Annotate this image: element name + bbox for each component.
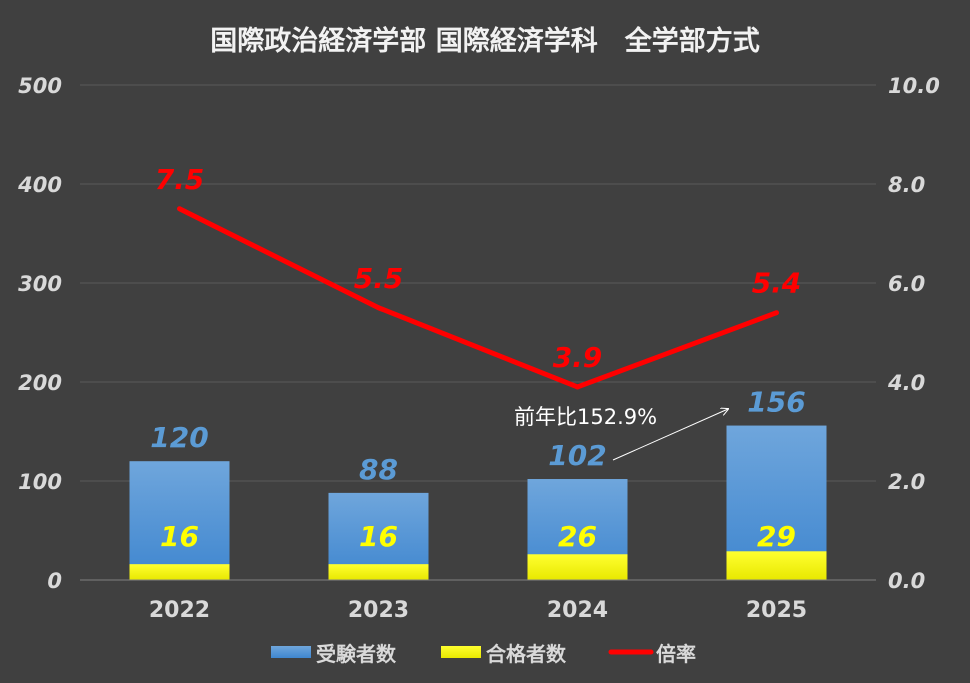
right-axis-tick: 0.0	[888, 569, 925, 593]
x-axis-tick: 2023	[348, 598, 409, 623]
bar-passers	[726, 551, 827, 580]
right-axis-tick: 8.0	[888, 173, 925, 197]
applicants-label: 120	[150, 421, 208, 454]
left-axis-tick: 400	[17, 173, 62, 197]
legend-label-passers: 合格者数	[486, 642, 567, 666]
passers-label: 16	[160, 520, 199, 553]
x-axis-tick: 2025	[746, 598, 807, 623]
passers-label: 26	[558, 520, 597, 553]
applicants-label: 156	[747, 386, 805, 419]
rate-label: 5.5	[354, 262, 404, 295]
left-axis-tick: 300	[18, 272, 62, 296]
bar-passers	[328, 564, 429, 580]
passers-label: 29	[757, 520, 796, 553]
rate-line	[178, 206, 778, 390]
annotation-arrow	[612, 409, 728, 461]
passers-label: 16	[359, 520, 398, 553]
bar-passers	[527, 554, 628, 580]
legend-label-rate: 倍率	[656, 642, 696, 666]
legend-swatch-passers	[441, 646, 481, 658]
legend-swatch-applicants	[271, 646, 311, 658]
left-axis-tick: 0	[47, 569, 62, 593]
rate-point	[575, 384, 580, 390]
rate-point	[177, 206, 182, 212]
right-axis-tick: 6.0	[888, 272, 925, 296]
bar-passers	[129, 564, 230, 580]
yoy-annotation: 前年比152.9%	[514, 405, 657, 429]
applicants-label: 102	[548, 439, 606, 472]
right-axis-tick: 10.0	[888, 74, 940, 98]
rate-label: 3.9	[553, 341, 603, 374]
left-axis-tick: 100	[18, 470, 62, 494]
right-axis-tick: 2.0	[888, 470, 925, 494]
rate-point	[774, 310, 779, 316]
applicants-label: 88	[359, 453, 398, 486]
right-axis-tick: 4.0	[887, 371, 925, 395]
bar-applicants	[129, 461, 230, 580]
x-axis-tick: 2022	[149, 598, 210, 623]
left-axis-tick: 500	[18, 74, 62, 98]
rate-label: 7.5	[155, 163, 205, 196]
left-axis-tick: 200	[18, 371, 62, 395]
rate-label: 5.4	[752, 267, 802, 300]
legend-label-applicants: 受験者数	[316, 642, 397, 666]
x-axis-tick: 2024	[547, 598, 608, 623]
rate-point	[376, 305, 381, 311]
chart-title: 国際政治経済学部 国際経済学科 全学部方式	[210, 25, 759, 57]
